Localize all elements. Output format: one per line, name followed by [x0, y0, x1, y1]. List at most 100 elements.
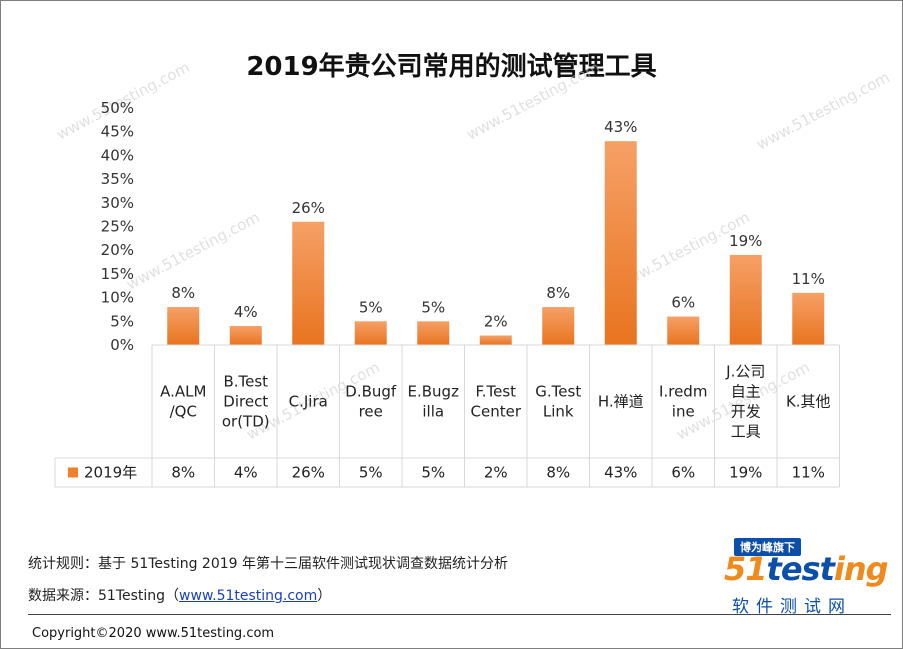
table-value: 11%	[792, 464, 825, 482]
category-label: D.Bugf ree	[345, 383, 397, 421]
logo-wordmark: 51testing	[724, 550, 889, 588]
category-label: B.Test Direct or(TD)	[222, 373, 270, 431]
category-label-line: J.公司	[725, 363, 765, 381]
table-value: 2%	[484, 464, 508, 482]
logo-banner: 博为峰旗下	[734, 538, 801, 556]
bar	[167, 307, 200, 345]
category-label-line: ine	[672, 403, 695, 421]
table-value: 43%	[604, 464, 637, 482]
data-source: 数据来源：51Testing（www.51testing.com）	[28, 585, 331, 605]
legend-series-name: 2019年	[84, 464, 137, 482]
category-label: C.Jira	[289, 393, 328, 411]
copyright: Copyright©2020 www.51testing.com	[32, 626, 275, 641]
category-label-line: I.redm	[659, 383, 707, 401]
data-label: 5%	[421, 298, 445, 316]
y-tick-label: 20%	[101, 241, 134, 259]
y-tick-label: 30%	[101, 194, 134, 212]
51testing-logo: 博为峰旗下 51testing 软件测试网	[720, 536, 890, 617]
y-tick-label: 5%	[110, 312, 134, 330]
watermark-text: www.51testing.com	[463, 58, 602, 143]
chart-title: 2019年贵公司常用的测试管理工具	[246, 52, 657, 82]
source-suffix: ）	[317, 588, 332, 604]
table-value: 6%	[671, 464, 695, 482]
category-label: E.Bugz illa	[408, 383, 460, 421]
category-label-line: H.禅道	[598, 393, 644, 411]
category-label: K.其他	[786, 393, 831, 411]
bar	[604, 141, 637, 345]
category-label-line: A.ALM	[160, 383, 206, 401]
data-label: 5%	[359, 298, 383, 316]
watermark-text: www.51testing.com	[753, 68, 892, 153]
statistics-rule-note: 统计规则：基于 51Testing 2019 年第十三届软件测试现状调查数据统计…	[28, 556, 509, 572]
watermark-text: www.51testing.com	[123, 208, 262, 293]
category-label-line: K.其他	[786, 393, 831, 411]
category-label-line: Direct	[223, 393, 268, 411]
category-label-line: G.Test	[535, 383, 581, 401]
category-label-line: /QC	[170, 403, 197, 421]
y-tick-label: 35%	[101, 170, 134, 188]
category-label: J.公司自主开发工具	[725, 363, 765, 441]
category-label-line: E.Bugz	[408, 383, 460, 401]
source-link[interactable]: www.51testing.com	[179, 588, 318, 604]
category-label: F.Test Center	[471, 383, 522, 421]
bar	[292, 221, 325, 345]
category-label-line: D.Bugf	[345, 383, 397, 401]
category-label-line: ree	[359, 403, 383, 421]
bar	[229, 326, 262, 345]
category-label-line: Link	[543, 403, 574, 421]
source-prefix: 数据来源：51Testing（	[28, 588, 180, 604]
category-label: A.ALM/QC	[160, 383, 206, 421]
y-tick-label: 25%	[101, 218, 134, 236]
y-tick-label: 50%	[101, 99, 134, 117]
data-label: 8%	[546, 284, 570, 302]
data-label: 19%	[729, 232, 762, 250]
data-label: 8%	[171, 284, 195, 302]
category-label: G.Test Link	[535, 383, 581, 421]
legend-swatch	[68, 467, 78, 478]
table-value: 5%	[421, 464, 445, 482]
data-label: 2%	[484, 313, 508, 331]
bar	[354, 321, 387, 345]
logo-word-ing: ing	[833, 550, 889, 588]
bar	[479, 335, 512, 345]
category-label-line: 工具	[731, 423, 761, 441]
data-table: A.ALM/QC B.Test Direct or(TD) C.Jira D.Bugf re…	[54, 344, 840, 488]
y-tick-label: 10%	[101, 289, 134, 307]
bar-chart: www.51testing.com www.51testing.com www.51…	[53, 58, 893, 488]
logo-word-number: 51	[724, 550, 768, 588]
bars	[167, 141, 825, 345]
bar	[542, 307, 575, 345]
data-label: 4%	[234, 303, 258, 321]
y-tick-label: 15%	[101, 265, 134, 283]
category-label-line: Center	[471, 403, 522, 421]
table-value: 8%	[171, 464, 195, 482]
category-label: I.redm ine	[659, 383, 707, 421]
category-label-line: 开发	[731, 403, 761, 421]
table-value: 4%	[234, 464, 258, 482]
category-label-line: B.Test	[223, 373, 268, 391]
category-label-line: C.Jira	[289, 393, 328, 411]
bar	[667, 316, 700, 345]
data-label: 26%	[292, 199, 325, 217]
data-labels: 8% 4% 26% 5% 5% 2% 8% 43% 6% 19% 11%	[171, 118, 825, 330]
table-value: 26%	[292, 464, 325, 482]
category-label-line: 自主	[731, 383, 761, 401]
bar	[417, 321, 450, 345]
category-label: H.禅道	[598, 393, 644, 411]
table-value: 19%	[729, 464, 762, 482]
y-axis: 0% 5% 10% 15% 20% 25% 30% 35% 40% 45% 50%	[101, 99, 134, 354]
table-value: 5%	[359, 464, 383, 482]
data-label: 11%	[792, 270, 825, 288]
logo-word-test: test	[766, 550, 835, 588]
y-tick-label: 40%	[101, 146, 134, 164]
logo-subtitle: 软件测试网	[732, 597, 852, 617]
category-label-line: illa	[422, 403, 444, 421]
category-label-line: or(TD)	[222, 413, 270, 431]
bar	[729, 254, 762, 345]
y-tick-label: 45%	[101, 123, 134, 141]
footer-divider	[28, 614, 891, 615]
table-value: 8%	[546, 464, 570, 482]
data-label: 6%	[671, 294, 695, 312]
bar	[792, 292, 825, 345]
y-tick-label: 0%	[110, 336, 134, 354]
